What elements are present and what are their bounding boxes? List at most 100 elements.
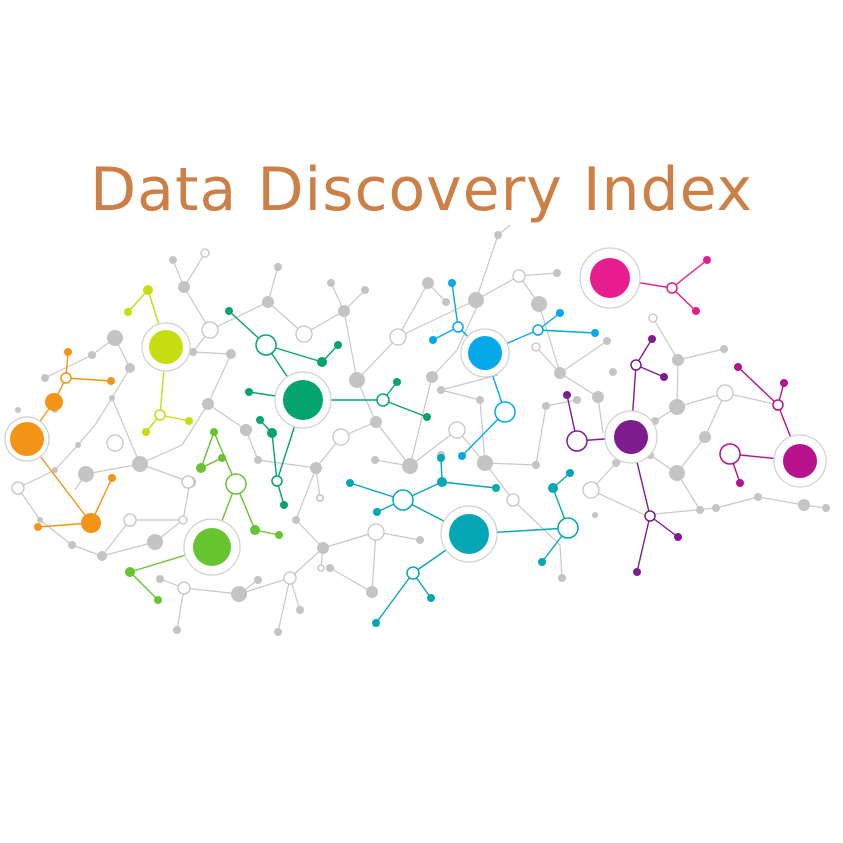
network-edge xyxy=(538,303,561,374)
lime-cluster-node xyxy=(143,285,153,295)
network-node xyxy=(494,231,502,239)
sky-cluster-hub xyxy=(468,336,502,370)
network-hollow-node xyxy=(531,342,541,352)
network-node xyxy=(41,374,49,382)
network-edge xyxy=(295,519,324,549)
green-cluster-hollow-node xyxy=(225,473,247,495)
network-node xyxy=(442,298,450,306)
network-node xyxy=(173,626,181,634)
network-hollow-node xyxy=(123,513,137,527)
network-edge xyxy=(209,301,269,331)
network-node xyxy=(669,465,685,481)
magenta-cluster-node xyxy=(692,307,700,315)
network-edge xyxy=(397,299,477,338)
network-node xyxy=(97,551,107,561)
network-node xyxy=(274,263,282,271)
network-node xyxy=(147,534,163,550)
teal-green-cluster-edge xyxy=(382,399,428,418)
teal-cluster-node xyxy=(373,508,381,516)
purple-cluster-hub xyxy=(614,420,648,454)
page-title: Data Discovery Index xyxy=(89,155,753,225)
magenta-cluster-edge xyxy=(671,259,708,289)
network-edge xyxy=(192,351,232,355)
network-edge xyxy=(44,354,93,379)
network-edge xyxy=(559,372,599,398)
network-hollow-node xyxy=(648,313,658,323)
network-hollow-node xyxy=(389,328,407,346)
network-node xyxy=(573,396,581,404)
network-node xyxy=(178,281,190,293)
purple-cluster-node xyxy=(648,335,656,343)
network-hollow-node xyxy=(332,428,350,446)
orange-cluster-edge xyxy=(65,377,112,382)
network-hollow-node xyxy=(106,434,124,452)
network-node xyxy=(75,442,81,448)
network-edge xyxy=(207,353,232,405)
network-node xyxy=(468,292,484,308)
orange-cluster-node xyxy=(45,393,63,411)
network-edge xyxy=(77,424,96,446)
teal-green-cluster-node xyxy=(423,413,431,421)
network-edge xyxy=(431,349,458,378)
teal-green-cluster-node xyxy=(225,307,233,315)
network-node xyxy=(476,396,484,404)
network-node xyxy=(416,536,424,544)
network-edge xyxy=(322,531,377,549)
teal-cluster-node xyxy=(548,483,558,493)
network-node xyxy=(371,456,379,464)
network-hollow-node xyxy=(582,481,600,499)
network-node xyxy=(798,499,810,511)
network-node xyxy=(327,279,335,287)
network-node xyxy=(672,354,684,366)
raspberry-cluster-node xyxy=(734,363,742,371)
teal-green-cluster-node xyxy=(256,416,264,424)
teal-green-cluster-node xyxy=(267,428,277,438)
network-node xyxy=(226,349,236,359)
lime-cluster-hub xyxy=(149,330,183,364)
network-edge xyxy=(289,547,324,579)
network-hollow-node xyxy=(200,248,210,258)
network-hollow-node xyxy=(178,515,188,525)
network-node xyxy=(274,628,282,636)
network-node xyxy=(426,371,438,383)
orange-cluster-node xyxy=(108,474,116,482)
network-node xyxy=(349,372,365,388)
network-node xyxy=(292,516,300,524)
network-hollow-node xyxy=(283,571,297,585)
network-hollow-node xyxy=(367,523,385,541)
sky-cluster-edge xyxy=(451,282,459,328)
teal-green-cluster-node xyxy=(334,341,342,349)
network-edge xyxy=(757,496,805,506)
network-hollow-node xyxy=(316,494,324,502)
orange-cluster-node xyxy=(81,513,101,533)
network-node xyxy=(52,467,58,473)
network-edge xyxy=(111,367,131,399)
green-cluster-node xyxy=(125,567,135,577)
network-node xyxy=(231,586,247,602)
teal-cluster-hub xyxy=(449,514,489,554)
green-cluster-node xyxy=(154,596,162,604)
network-edge xyxy=(139,463,191,483)
teal-cluster-hollow-node xyxy=(392,489,414,511)
network-node xyxy=(669,399,685,415)
network-edge xyxy=(295,467,317,521)
orange-cluster-node xyxy=(64,348,72,356)
network-hollow-node xyxy=(506,493,520,507)
network-node xyxy=(68,541,76,549)
network-node xyxy=(699,431,711,443)
network-node xyxy=(370,416,382,428)
green-cluster-node xyxy=(210,428,218,436)
network-node xyxy=(558,574,566,582)
network-hollow-node xyxy=(181,475,195,489)
raspberry-cluster-node xyxy=(780,379,788,387)
network-node xyxy=(296,606,304,614)
network-edge xyxy=(94,397,113,426)
purple-cluster-node xyxy=(674,533,682,541)
network-hollow-node xyxy=(716,384,734,402)
network-edge xyxy=(238,577,291,595)
network-edge xyxy=(512,499,561,546)
network-edge xyxy=(329,567,373,593)
network-node xyxy=(107,330,123,346)
network-edge xyxy=(356,336,399,381)
orange-cluster-hollow-node xyxy=(60,372,72,384)
